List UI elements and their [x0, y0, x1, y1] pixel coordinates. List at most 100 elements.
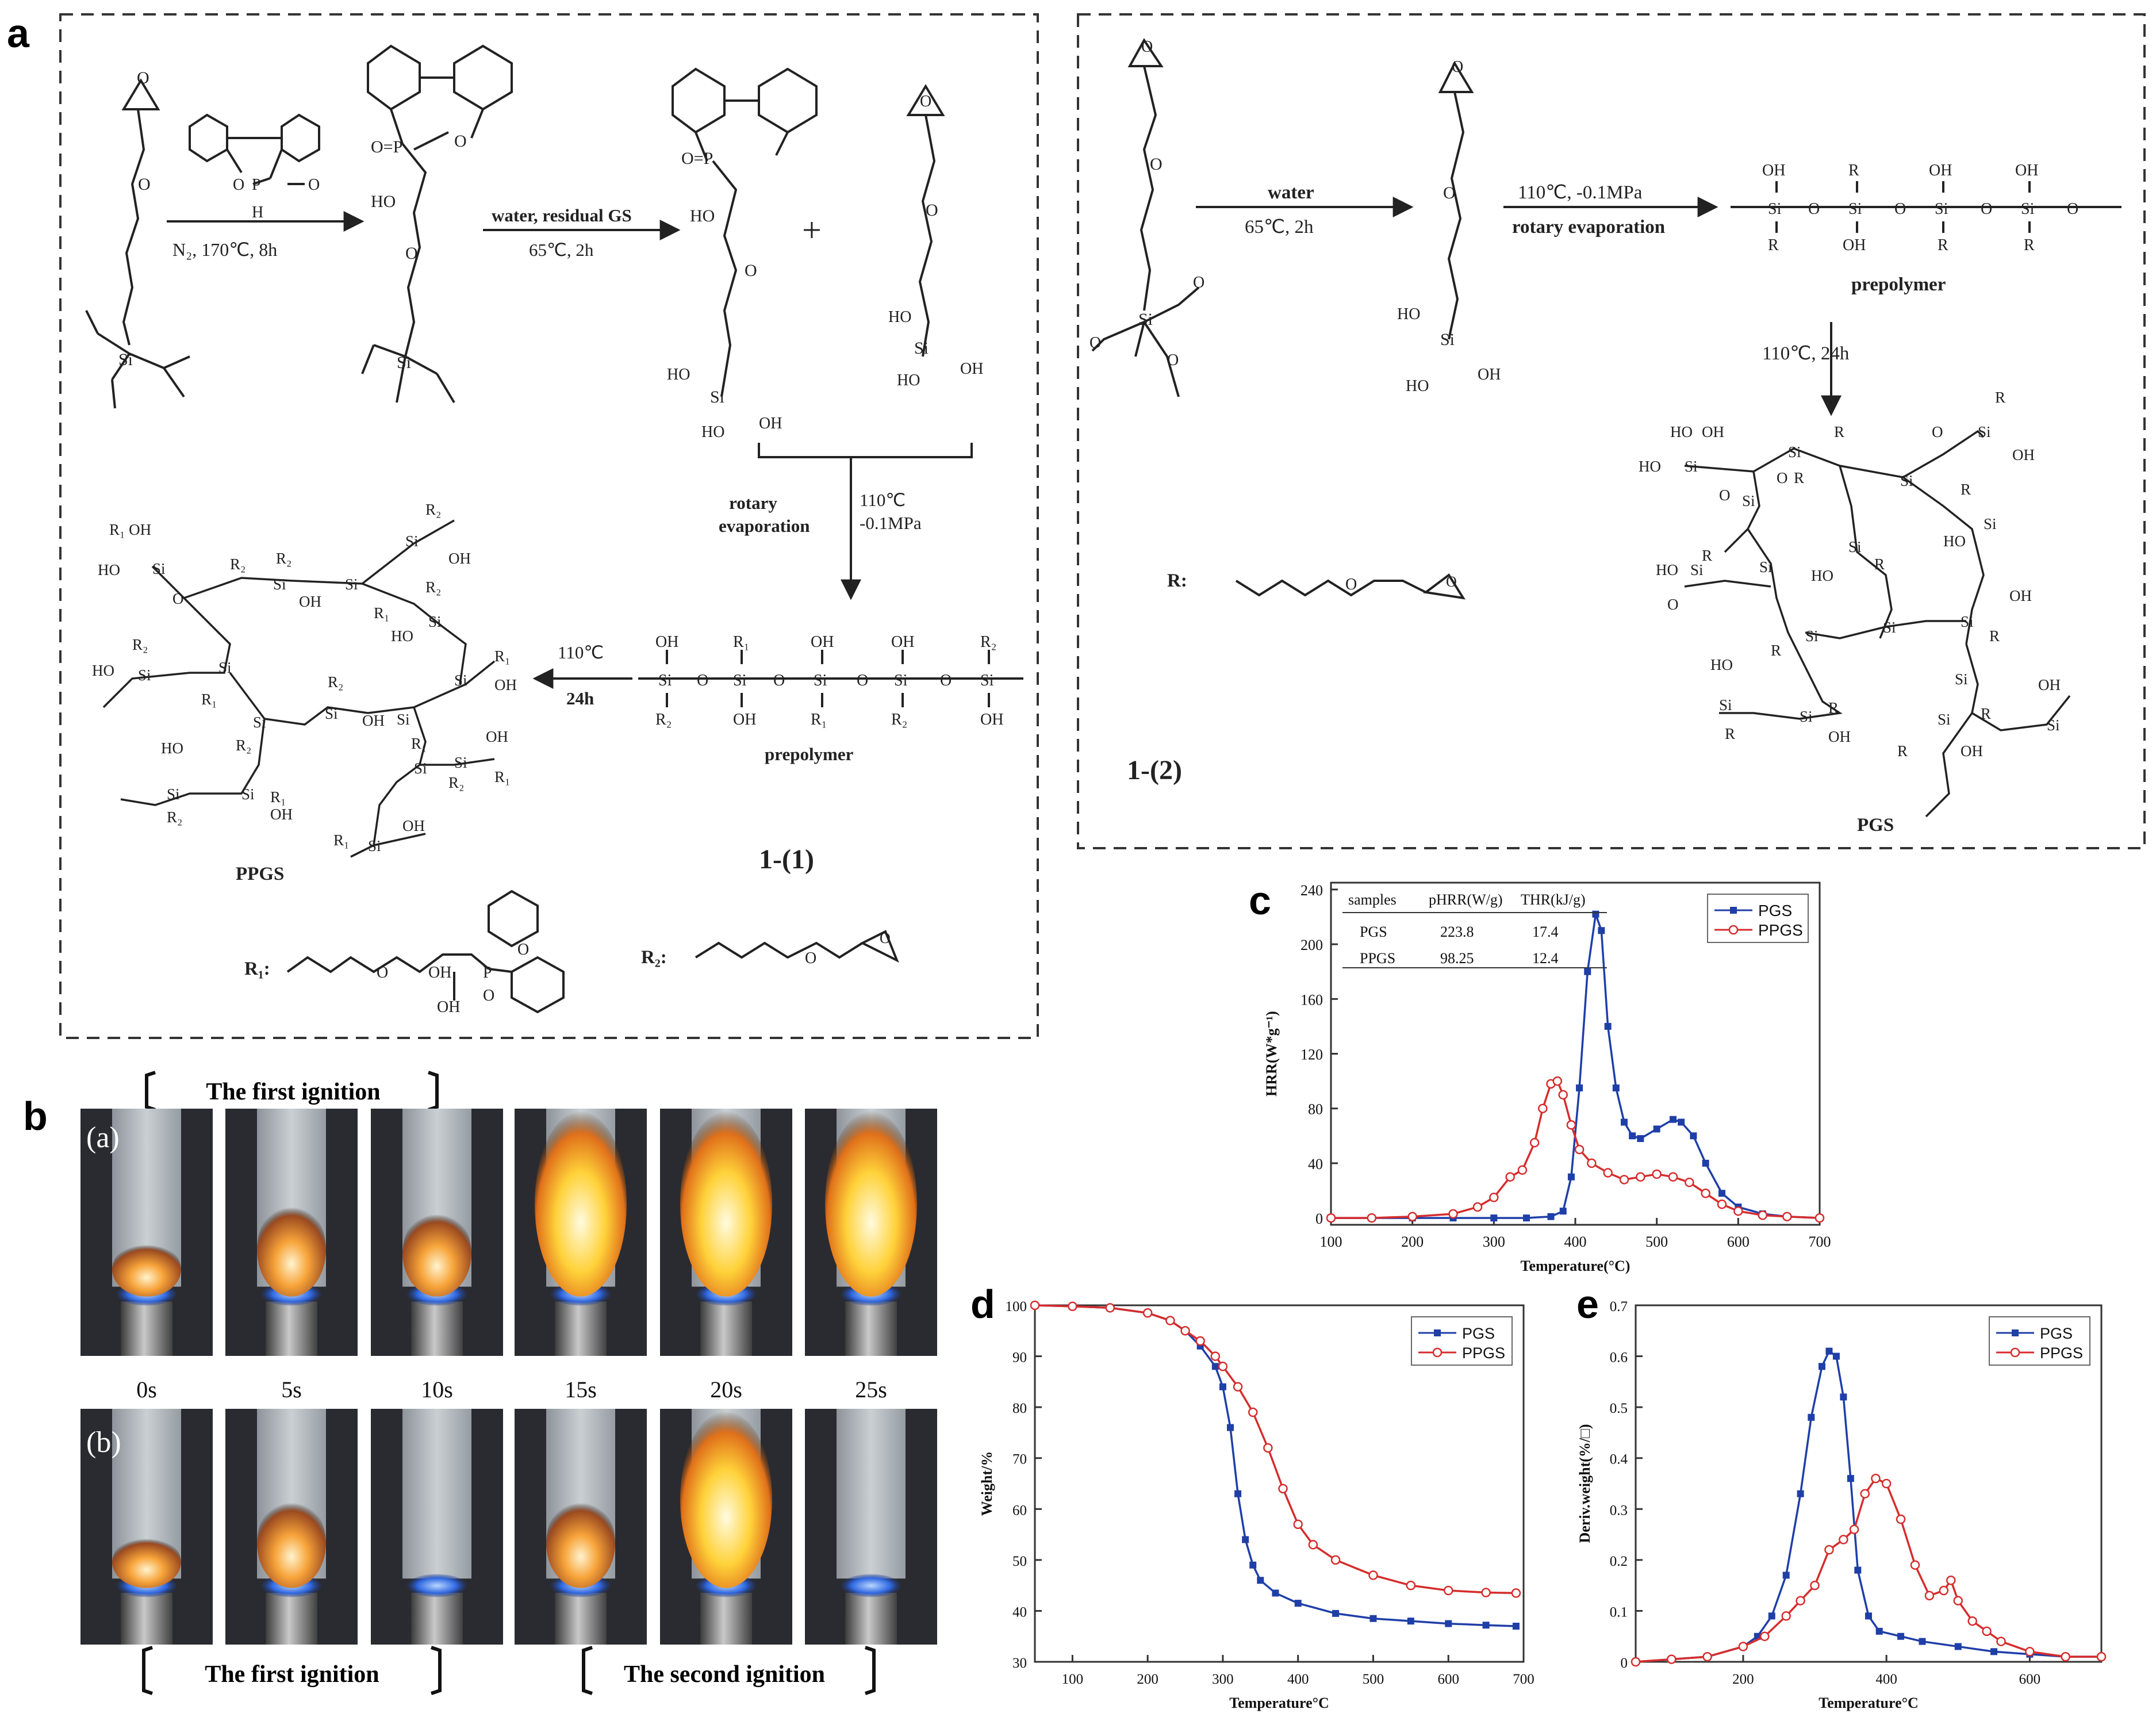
point-PPGS — [1881, 1478, 1892, 1489]
point-PGS — [1782, 1572, 1790, 1579]
svg-text:R: R — [1725, 725, 1735, 742]
time-labels: 0s 5s 10s 15s 20s 25s — [136, 1377, 887, 1402]
svg-text:Si: Si — [1690, 561, 1704, 578]
svg-text:Si: Si — [368, 837, 381, 854]
svg-text:O: O — [1667, 596, 1679, 613]
svg-text:O: O — [1345, 576, 1357, 593]
ppgs-label: PPGS — [236, 864, 284, 884]
svg-text:O: O — [857, 672, 868, 689]
x-tick-label: 100 — [1062, 1672, 1084, 1687]
x-tick-label: 700 — [1513, 1672, 1534, 1687]
svg-text:OH: OH — [1828, 728, 1851, 745]
point-PGS — [1584, 968, 1591, 975]
legend-entry-PPGS: PPGS — [2040, 1344, 2083, 1362]
point-PGS — [1865, 1612, 1872, 1620]
point-PPGS — [1967, 1616, 1977, 1626]
time-label-2: 10s — [421, 1377, 453, 1402]
legend — [1707, 894, 1809, 943]
x-tick-label: 200 — [1137, 1672, 1158, 1687]
svg-text:R₁: R₁ — [811, 711, 827, 729]
point-PPGS — [1574, 1144, 1585, 1155]
svg-text:R₁: R₁ — [374, 604, 389, 622]
point-PGS — [1567, 1173, 1575, 1181]
point-PPGS — [1702, 1651, 1712, 1662]
point-PPGS — [1652, 1169, 1662, 1179]
dopo-reagent — [189, 113, 320, 185]
x-tick-label: 500 — [1363, 1672, 1384, 1687]
svg-text:R: R — [1834, 423, 1844, 440]
svg-text:Si: Si — [454, 672, 467, 689]
point-PPGS — [1552, 1076, 1563, 1086]
row-a-label: (a) — [86, 1121, 120, 1154]
panel-letter-d: d — [970, 1282, 995, 1327]
point-PPGS — [1939, 1585, 1949, 1596]
point-PGS — [1490, 1214, 1498, 1222]
chart-c-hrr: 100 200 300 400 500 600 700 0 40 80 120 160 200 240 Te… — [1263, 882, 1831, 1274]
point-PPGS — [1505, 1172, 1515, 1182]
y-tick-label: 40 — [1012, 1604, 1027, 1620]
point-PPGS — [1636, 1172, 1645, 1182]
scheme-left: O O Si O P O H N₂, 170℃, 8h O=P O HO O S… — [59, 13, 1039, 1039]
point-PPGS — [1278, 1484, 1288, 1494]
svg-text:OH: OH — [1478, 366, 1501, 384]
svg-text:Si: Si — [1938, 711, 1951, 728]
svg-text:HO: HO — [1943, 532, 1966, 550]
svg-text:O: O — [926, 201, 938, 220]
point-PPGS — [1180, 1326, 1190, 1336]
point-PPGS — [1406, 1580, 1416, 1591]
evaporation-label: evaporation — [719, 516, 810, 536]
svg-text:R₂: R₂ — [328, 673, 343, 691]
table-cell: PGS — [1360, 923, 1387, 940]
time-label-4: 20s — [710, 1377, 742, 1402]
svg-text:O: O — [1443, 183, 1456, 202]
r-label: R: — [1167, 570, 1187, 591]
point-PPGS — [1367, 1213, 1377, 1223]
y-tick-label: 0.2 — [1610, 1554, 1628, 1569]
svg-text:HO: HO — [888, 308, 911, 326]
svg-text:HO: HO — [897, 371, 920, 389]
svg-text:R₁: R₁ — [733, 633, 749, 651]
y-tick-label: 0.4 — [1610, 1452, 1628, 1467]
x-tick-label: 200 — [1401, 1233, 1424, 1250]
svg-text:R: R — [1938, 236, 1948, 254]
svg-text:OH: OH — [2012, 446, 2035, 463]
svg-text:Si: Si — [325, 705, 338, 722]
point-PGS — [1547, 1213, 1555, 1220]
svg-text:OH: OH — [2009, 587, 2032, 604]
table-cell: 223.8 — [1440, 923, 1474, 940]
svg-text:OH: OH — [1961, 742, 1983, 760]
point-PPGS — [1326, 1213, 1336, 1223]
svg-text:R₁: R₁ — [333, 831, 349, 849]
svg-text:Si: Si — [118, 350, 133, 369]
time-label-5: 25s — [855, 1377, 887, 1402]
point-PGS — [1797, 1490, 1804, 1497]
svg-text:OH: OH — [1702, 423, 1724, 440]
time-label-3: 15s — [565, 1377, 597, 1402]
panel-letter-c: c — [1249, 878, 1271, 923]
point-PPGS — [1871, 1473, 1881, 1484]
point-PGS — [1854, 1566, 1862, 1574]
svg-text:Si: Si — [241, 785, 255, 803]
svg-text:OH: OH — [299, 593, 321, 610]
svg-text:Si: Si — [1138, 310, 1153, 329]
point-PPGS — [1603, 1168, 1613, 1178]
svg-text:Si: Si — [1848, 538, 1862, 555]
prepolymer-left — [638, 650, 1023, 707]
point-PPGS — [1165, 1316, 1175, 1325]
svg-text:Si: Si — [414, 760, 427, 777]
r1-structure — [286, 890, 565, 1014]
svg-text:O=P: O=P — [681, 149, 713, 168]
scheme-left-cond1: N₂, 170℃, 8h — [172, 239, 277, 260]
svg-text:HO: HO — [92, 662, 114, 679]
y-tick-label: 0.3 — [1610, 1503, 1628, 1518]
point-PPGS — [1105, 1303, 1115, 1313]
point-PPGS — [1407, 1212, 1417, 1221]
photo-a-1 — [225, 1109, 358, 1356]
svg-text:R: R — [2024, 236, 2035, 254]
ppgs-network — [102, 519, 496, 858]
svg-text:OH: OH — [733, 711, 756, 729]
svg-text:R: R — [1989, 627, 2000, 645]
table-cell: 12.4 — [1532, 950, 1559, 967]
svg-text:HO: HO — [1656, 561, 1678, 578]
scheme-right-cond1: 65℃, 2h — [1245, 217, 1314, 237]
